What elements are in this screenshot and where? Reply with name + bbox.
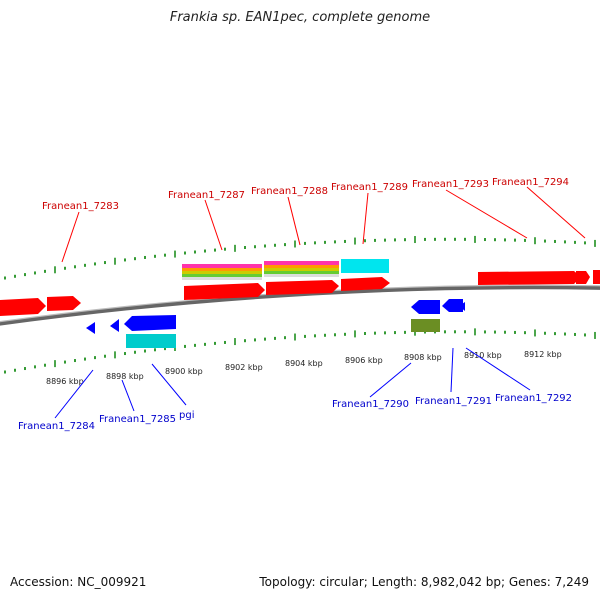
gene-arrow-7284[interactable]: [86, 322, 95, 334]
forward-cds-bars: [182, 259, 389, 280]
gene-label-7294[interactable]: Franean1_7294: [492, 177, 569, 188]
map-title: Frankia sp. EAN1pec, complete genome: [169, 10, 431, 25]
gene-label-7293[interactable]: Franean1_7293: [412, 179, 489, 190]
gene-arrow-left-edge[interactable]: [0, 298, 46, 316]
cds-stripe-grey-2: [264, 274, 339, 277]
leader-line: [61, 211, 80, 263]
leader-line: [465, 347, 531, 391]
gene-arrow-7287[interactable]: [184, 283, 265, 300]
cds-stripe-orange: [182, 268, 262, 271]
gene-arrow-7285[interactable]: [110, 319, 119, 332]
cds-stripe-green: [182, 274, 262, 277]
genome-summary-text: Topology: circular; Length: 8,982,042 bp…: [259, 575, 589, 589]
reverse-strand-features: [86, 299, 465, 348]
gene-label-7292[interactable]: Franean1_7292: [495, 393, 572, 404]
cds-stripe-yellow: [182, 271, 262, 274]
leader-line: [287, 196, 301, 246]
gene-arrow-7294-a[interactable]: [576, 271, 590, 284]
leader-line: [362, 192, 369, 245]
cds-bar-olive: [411, 319, 440, 332]
outer-tick-ring: [4, 235, 596, 280]
genome-backbone: [0, 285, 600, 326]
gene-label-7287[interactable]: Franean1_7287: [168, 190, 245, 201]
gene-arrow-7289[interactable]: [341, 277, 390, 291]
tick-label: 8896 kbp: [46, 377, 84, 386]
leader-line: [369, 362, 412, 398]
leader-line: [450, 347, 454, 393]
reverse-gene-label-text: Franean1_7284 Franean1_7285 pgi Franean1…: [18, 393, 572, 432]
tick-label: 8912 kbp: [524, 350, 562, 359]
inner-tick-ring: [4, 328, 596, 374]
cds-stripe-yellow-2: [264, 268, 339, 271]
cds-stripe-pink-2: [264, 261, 339, 265]
tick-label: 8898 kbp: [106, 372, 144, 381]
accession-text: Accession: NC_009921: [10, 575, 147, 589]
leader-line: [526, 186, 586, 239]
gene-arrow-7291[interactable]: [442, 299, 463, 312]
cds-bar-cyan-rev: [126, 334, 176, 348]
leader-line: [121, 379, 135, 412]
forward-strand-features: [0, 270, 600, 316]
leader-line: [54, 369, 94, 419]
tick-label: 8902 kbp: [225, 363, 263, 372]
gene-label-7285[interactable]: Franean1_7285: [99, 414, 176, 425]
cds-stripe-grey: [182, 277, 262, 280]
cds-stripe-green-2: [264, 271, 339, 274]
tick-label: 8908 kbp: [404, 353, 442, 362]
gene-label-7284[interactable]: Franean1_7284: [18, 421, 95, 432]
gene-label-7288[interactable]: Franean1_7288: [251, 186, 328, 197]
gene-block-7294-b[interactable]: [593, 270, 600, 284]
cds-stripe-orange-2: [264, 265, 339, 268]
position-tick-labels: 8896 kbp 8898 kbp 8900 kbp 8902 kbp 8904…: [46, 350, 562, 386]
tick-label: 8904 kbp: [285, 359, 323, 368]
tick-label: 8910 kbp: [464, 351, 502, 360]
cds-stripe-pink: [182, 264, 262, 268]
gene-arrow-7288[interactable]: [266, 280, 339, 295]
gene-label-7289[interactable]: Franean1_7289: [331, 182, 408, 193]
gene-arrow-7290[interactable]: [411, 300, 440, 314]
gene-label-7291[interactable]: Franean1_7291: [415, 396, 492, 407]
leader-line: [445, 189, 528, 239]
gene-label-7290[interactable]: Franean1_7290: [332, 399, 409, 410]
gene-arrow-7283[interactable]: [47, 296, 81, 311]
leader-line: [204, 199, 223, 251]
tick-label: 8900 kbp: [165, 367, 203, 376]
gene-arrow-7293[interactable]: [478, 271, 581, 285]
forward-gene-labels: [61, 186, 586, 263]
gene-label-7283[interactable]: Franean1_7283: [42, 201, 119, 212]
cds-bar-cyan-fwd: [341, 259, 389, 273]
gene-arrow-pgi[interactable]: [124, 315, 176, 331]
gene-arrow-7292[interactable]: [459, 302, 465, 311]
reverse-gene-labels: [54, 347, 531, 419]
leader-line: [151, 363, 187, 406]
tick-label: 8906 kbp: [345, 356, 383, 365]
gene-label-pgi[interactable]: pgi: [179, 410, 194, 421]
forward-gene-label-text: Franean1_7283 Franean1_7287 Franean1_728…: [42, 177, 569, 212]
